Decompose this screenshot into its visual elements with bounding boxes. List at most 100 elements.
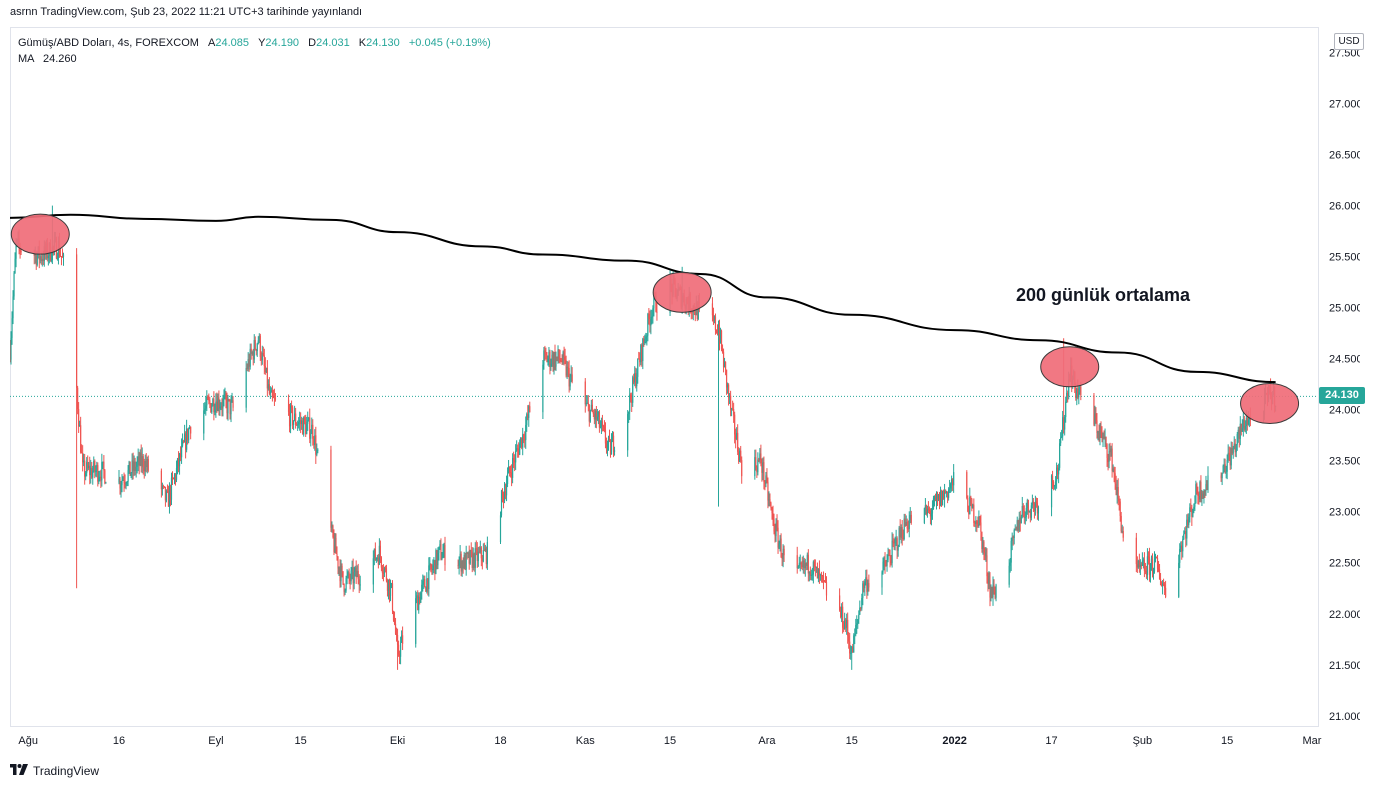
ma-label[interactable]: MA bbox=[18, 53, 34, 65]
candle-body bbox=[1197, 493, 1199, 497]
candle-body bbox=[723, 361, 726, 368]
candle-body bbox=[88, 465, 90, 469]
candle-body bbox=[1223, 464, 1225, 466]
candle-body bbox=[514, 460, 516, 463]
currency-button[interactable]: USD bbox=[1334, 33, 1364, 50]
candle-body bbox=[380, 557, 383, 568]
candle-body bbox=[84, 460, 86, 477]
candle-body bbox=[565, 360, 567, 376]
y-tick-label: 24.500 bbox=[1329, 354, 1360, 366]
candle-body bbox=[1050, 475, 1053, 508]
candle-body bbox=[355, 567, 357, 578]
candle-body bbox=[430, 563, 432, 569]
candle-body bbox=[474, 548, 476, 568]
candle-body bbox=[1245, 417, 1247, 427]
candle-body bbox=[468, 552, 470, 564]
candle-body bbox=[599, 426, 602, 428]
candle-body bbox=[529, 406, 531, 413]
candle-body bbox=[310, 433, 312, 439]
candle-body bbox=[425, 587, 427, 592]
candle-body bbox=[1052, 481, 1055, 487]
candle-body bbox=[587, 402, 589, 406]
price-chart[interactable]: 27.500 27.000 26.500 26.000 25.500 25.000 24.5… bbox=[10, 27, 1360, 757]
candle-body bbox=[857, 619, 859, 624]
candle-body bbox=[994, 592, 996, 598]
candle-body bbox=[551, 354, 553, 364]
candle-body bbox=[513, 457, 515, 461]
candle-body bbox=[501, 490, 504, 494]
candle-body bbox=[1142, 559, 1144, 561]
candle-body bbox=[628, 411, 630, 415]
candle-body bbox=[389, 585, 392, 596]
candle-body bbox=[1017, 520, 1019, 531]
candle-body bbox=[351, 567, 353, 571]
candle-body bbox=[1112, 468, 1114, 471]
candle-body bbox=[432, 565, 434, 571]
highlight-ellipse[interactable] bbox=[652, 271, 712, 313]
candle-body bbox=[981, 531, 983, 549]
candle-body bbox=[1067, 392, 1069, 397]
candle-body bbox=[348, 572, 350, 579]
candle-body bbox=[509, 472, 512, 474]
candle-body bbox=[376, 557, 378, 559]
tradingview-logo-icon[interactable] bbox=[10, 764, 28, 778]
candle-body bbox=[547, 358, 549, 363]
candle-body bbox=[988, 579, 990, 584]
candle-body bbox=[1029, 511, 1031, 518]
candle-body bbox=[818, 569, 821, 575]
ma-line[interactable] bbox=[10, 213, 1276, 384]
candle-body bbox=[500, 490, 503, 516]
x-tick-label: Eyl bbox=[208, 735, 223, 747]
candle-body bbox=[189, 427, 191, 429]
candle-body bbox=[1191, 508, 1193, 517]
footer-brand[interactable]: TradingView bbox=[33, 764, 100, 778]
candle-body bbox=[1101, 431, 1103, 439]
candle-body bbox=[463, 555, 465, 569]
candle-body bbox=[810, 574, 812, 576]
highlight-ellipse[interactable] bbox=[10, 213, 70, 255]
candle-body bbox=[137, 456, 139, 463]
candle-body bbox=[796, 555, 798, 569]
candle-body bbox=[346, 576, 348, 578]
candle-body bbox=[419, 596, 421, 603]
candle-body bbox=[1230, 448, 1232, 466]
highlight-ellipse[interactable] bbox=[1240, 383, 1300, 425]
candle-body bbox=[499, 515, 502, 543]
candle-body bbox=[1240, 423, 1242, 432]
candle-body bbox=[436, 550, 438, 566]
candle-body bbox=[1144, 570, 1147, 572]
candle-body bbox=[228, 399, 230, 401]
candle-body bbox=[386, 580, 389, 591]
candle-body bbox=[559, 358, 561, 360]
candle-body bbox=[126, 481, 128, 484]
candle-body bbox=[1115, 483, 1117, 495]
candle-body bbox=[434, 560, 436, 575]
x-tick-label: 15 bbox=[295, 735, 307, 747]
highlights bbox=[10, 213, 1300, 425]
candle-body bbox=[635, 373, 637, 387]
candle-body bbox=[1109, 450, 1111, 453]
candle-body bbox=[803, 560, 805, 569]
candle-body bbox=[1036, 503, 1039, 514]
candle-body bbox=[521, 437, 523, 448]
candle-body bbox=[1093, 395, 1095, 425]
candle-body bbox=[428, 565, 430, 590]
highlight-ellipse[interactable] bbox=[1040, 346, 1100, 388]
candle-body bbox=[909, 514, 911, 520]
candle-body bbox=[613, 450, 616, 452]
x-tick-label: 17 bbox=[1045, 735, 1057, 747]
candle-body bbox=[181, 441, 184, 446]
candle-body bbox=[393, 620, 396, 624]
symbol-label[interactable]: Gümüş/ABD Doları, 4s, FOREXCOM bbox=[18, 37, 199, 49]
candle-body bbox=[783, 548, 785, 556]
candle-body bbox=[782, 548, 784, 559]
candle-body bbox=[739, 450, 741, 462]
candle-body bbox=[970, 496, 972, 500]
candle-body bbox=[1060, 437, 1062, 444]
candle-body bbox=[82, 453, 84, 463]
candle-body bbox=[427, 578, 429, 590]
candle-body bbox=[1026, 500, 1028, 509]
candle-body bbox=[97, 465, 99, 482]
candle-body bbox=[13, 273, 15, 297]
candle-body bbox=[438, 546, 440, 553]
